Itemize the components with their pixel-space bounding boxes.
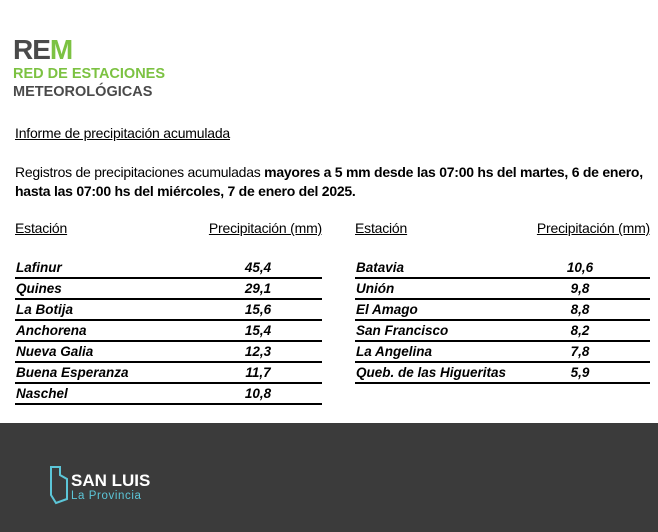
station-name: La Botija <box>16 302 74 317</box>
province-icon <box>50 466 68 505</box>
station-name: Batavia <box>356 260 405 275</box>
table-row: Batavia 10,6 <box>355 258 650 279</box>
footer-name: SAN LUIS <box>71 471 151 490</box>
intro-bold: mayores a 5 mm desde las 07:00 hs del ma… <box>15 164 643 199</box>
table-row: El Amago 8,8 <box>355 300 650 321</box>
table-row: Queb. de las Higueritas 5,9 <box>355 363 650 384</box>
table-row: Anchorena 15,4 <box>15 321 322 342</box>
intro: Registros de precipitaciones acumuladas … <box>15 163 655 201</box>
station-name: Queb. de las Higueritas <box>356 365 507 380</box>
logo-line: METEOROLÓGICAS <box>13 84 153 100</box>
precip-value: 15,4 <box>244 323 272 338</box>
station-name: Nueva Galia <box>16 344 94 359</box>
precip-value: 15,6 <box>244 302 272 317</box>
station-name: Quines <box>16 281 62 296</box>
precip-value: 12,3 <box>244 344 272 359</box>
logo-re: RE <box>13 34 51 65</box>
precip-value: 8,2 <box>570 323 590 338</box>
logo: REM <box>13 34 73 66</box>
table-row: Naschel 10,8 <box>15 384 322 405</box>
station-name: Anchorena <box>16 323 87 338</box>
precip-value: 5,9 <box>570 365 590 380</box>
precip-value: 9,8 <box>570 281 590 296</box>
table: Estación Precipitación (mm) Lafinur 45,4 Qui… <box>15 220 322 410</box>
precip-value: 10,8 <box>244 386 272 401</box>
table-row: Buena Esperanza 11,7 <box>15 363 322 384</box>
station-name: Naschel <box>16 386 68 401</box>
report-title: Informe de precipitación acumulada <box>15 125 230 141</box>
header-cell: Precipitación (mm) <box>208 220 322 236</box>
precip-value: 29,1 <box>244 281 272 296</box>
table-row: San Francisco 8,2 <box>355 321 650 342</box>
table-row: Unión 9,8 <box>355 279 650 300</box>
logo-m: M <box>49 34 73 65</box>
precip-value: 10,6 <box>566 260 594 275</box>
station-name: Unión <box>356 281 395 296</box>
table-row: La Angelina 7,8 <box>355 342 650 363</box>
station-name: La Angelina <box>356 344 433 359</box>
table: Estación Precipitación (mm) Batavia 10,6 Uni… <box>355 220 650 410</box>
table-row: Quines 29,1 <box>15 279 322 300</box>
footer: SAN LUIS La Provincia <box>0 423 658 532</box>
station-name: El Amago <box>356 302 418 317</box>
logo-line: RED DE ESTACIONES <box>13 66 166 82</box>
table-row: Nueva Galia 12,3 <box>15 342 322 363</box>
header-cell: Precipitación (mm) <box>536 220 650 236</box>
station-name: Lafinur <box>16 260 62 275</box>
table-row: La Botija 15,6 <box>15 300 322 321</box>
intro-text: Registros de precipitaciones acumuladas <box>15 164 265 180</box>
precip-value: 11,7 <box>245 365 271 380</box>
header-cell: Estación <box>15 220 68 236</box>
precip-value: 7,8 <box>570 344 590 359</box>
table-row: Lafinur 45,4 <box>15 258 322 279</box>
footer-sub: La Provincia <box>71 490 142 502</box>
station-name: San Francisco <box>356 323 449 338</box>
precip-value: 45,4 <box>244 260 272 275</box>
station-name: Buena Esperanza <box>16 365 129 380</box>
precip-value: 8,8 <box>570 302 590 317</box>
header-cell: Estación <box>355 220 408 236</box>
